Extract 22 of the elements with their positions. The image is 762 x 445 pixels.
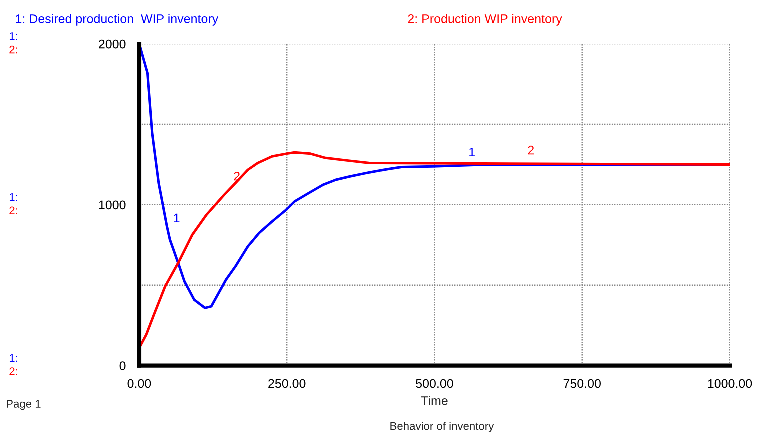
x-tick-label: 1000.00 bbox=[708, 379, 752, 388]
text: 1: bbox=[10, 193, 18, 202]
text: 2: Production WIP inventory bbox=[408, 14, 562, 26]
y-tick-label: 1000 bbox=[99, 200, 126, 210]
x-tick-label: 0.00 bbox=[128, 379, 152, 388]
annotation: 2 bbox=[528, 146, 534, 155]
text: 1: bbox=[10, 32, 18, 40]
x-tick-label: 250.00 bbox=[268, 379, 306, 388]
y-tick-label: 0 bbox=[120, 362, 126, 370]
annotation: 1 bbox=[470, 148, 475, 157]
text: 2: bbox=[10, 368, 18, 376]
x-axis-title: Time bbox=[421, 396, 448, 406]
text: Behavior of inventory bbox=[390, 422, 494, 432]
text: 1: bbox=[10, 354, 18, 362]
text: Page 1 bbox=[7, 400, 41, 410]
text: 2: bbox=[10, 206, 18, 214]
y-tick-label: 2000 bbox=[99, 40, 126, 49]
text: 2: bbox=[10, 46, 18, 54]
x-tick-label: 750.00 bbox=[564, 379, 601, 388]
x-tick-label: 500.00 bbox=[416, 379, 454, 388]
text: 1: Desired production WIP inventory bbox=[16, 14, 219, 26]
annotation: 1 bbox=[174, 214, 180, 223]
